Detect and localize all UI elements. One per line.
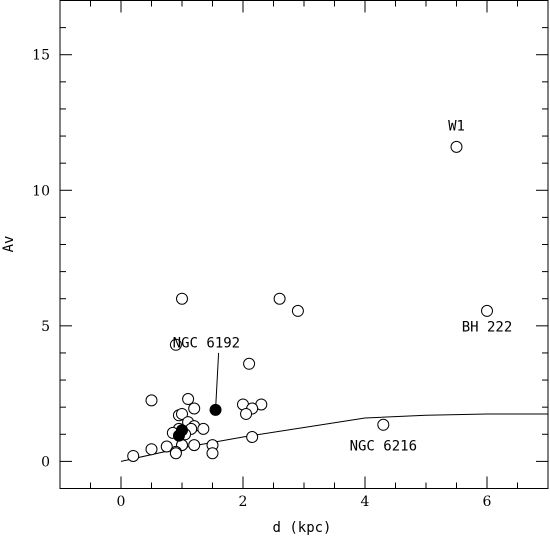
data-point-open <box>291 304 304 317</box>
data-point-open <box>206 447 219 460</box>
data-point-open <box>240 407 253 420</box>
y-tick-label: 0 <box>41 454 50 470</box>
data-points <box>127 140 493 462</box>
data-point-open <box>176 292 188 305</box>
plot-frame <box>59 0 549 489</box>
data-point-open <box>182 393 195 406</box>
annotation-label: NGC 6216 <box>350 439 417 455</box>
data-point-open <box>243 357 256 370</box>
y-tick-label: 15 <box>32 48 50 64</box>
y-tick-labels: 0 5 10 15 <box>32 48 50 471</box>
annotation-pointer-line <box>215 352 220 410</box>
annotation-label: NGC 6192 <box>173 336 240 352</box>
x-tick-label: 2 <box>239 494 248 510</box>
x-tick-label: 4 <box>361 494 370 510</box>
x-axis-label: d (kpc) <box>272 520 331 536</box>
y-axis-label: Av <box>1 236 17 253</box>
data-point-open <box>188 402 201 415</box>
data-point-open <box>188 439 201 452</box>
data-point-open <box>145 443 158 456</box>
data-point-open <box>197 422 210 435</box>
axis-ticks <box>59 0 549 489</box>
data-point-filled <box>209 403 222 416</box>
data-point-open <box>450 140 463 153</box>
data-point-open <box>169 447 182 460</box>
x-tick-label: 0 <box>117 494 126 510</box>
y-tick-label: 5 <box>41 319 50 335</box>
data-point-open <box>176 407 188 420</box>
data-point-open <box>127 449 140 462</box>
annotation-label: BH 222 <box>462 319 513 335</box>
y-tick-label: 10 <box>32 183 50 199</box>
annotations: W1 BH 222 NGC 6192 NGC 6216 <box>173 119 513 455</box>
data-point-open <box>273 292 286 305</box>
x-tick-labels: 0 2 4 6 <box>117 494 492 510</box>
annotation-label: W1 <box>448 119 465 135</box>
data-point-open <box>377 418 390 431</box>
data-point-open <box>481 304 493 317</box>
data-point-open <box>246 430 259 443</box>
data-point-open <box>160 440 173 453</box>
data-point-open <box>145 394 158 407</box>
x-tick-label: 6 <box>483 494 492 510</box>
data-point-open <box>169 338 182 351</box>
data-point-filled <box>172 429 185 442</box>
